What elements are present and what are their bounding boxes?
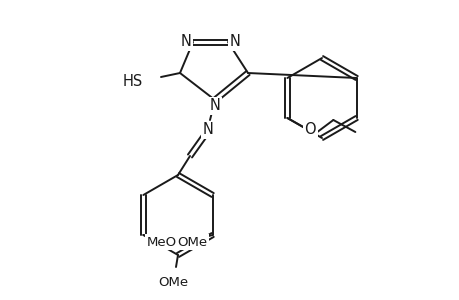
Text: N: N xyxy=(229,34,240,50)
Text: MeO: MeO xyxy=(146,236,176,248)
Text: OMe: OMe xyxy=(157,275,188,289)
Text: OMe: OMe xyxy=(177,236,207,248)
Text: N: N xyxy=(209,98,220,113)
Text: O: O xyxy=(304,122,315,137)
Text: N: N xyxy=(202,122,213,137)
Text: N: N xyxy=(180,34,191,50)
Text: HS: HS xyxy=(123,74,143,88)
